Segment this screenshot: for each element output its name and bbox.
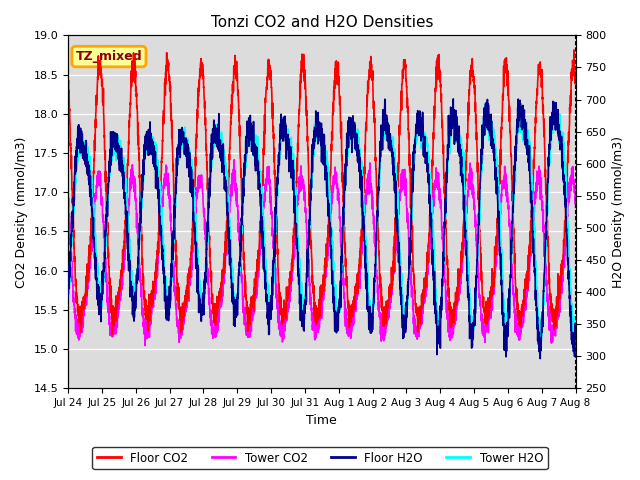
X-axis label: Time: Time [307, 414, 337, 427]
Text: TZ_mixed: TZ_mixed [76, 50, 142, 63]
Y-axis label: CO2 Density (mmol/m3): CO2 Density (mmol/m3) [15, 136, 28, 288]
Y-axis label: H2O Density (mmol/m3): H2O Density (mmol/m3) [612, 136, 625, 288]
Legend: Floor CO2, Tower CO2, Floor H2O, Tower H2O: Floor CO2, Tower CO2, Floor H2O, Tower H… [92, 447, 548, 469]
Title: Tonzi CO2 and H2O Densities: Tonzi CO2 and H2O Densities [211, 15, 433, 30]
